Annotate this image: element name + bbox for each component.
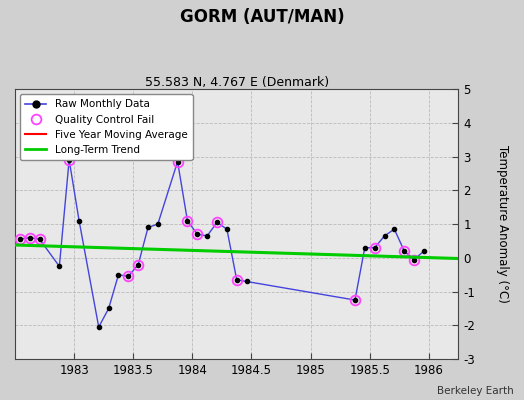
Text: Berkeley Earth: Berkeley Earth: [437, 386, 514, 396]
Legend: Raw Monthly Data, Quality Control Fail, Five Year Moving Average, Long-Term Tren: Raw Monthly Data, Quality Control Fail, …: [20, 94, 192, 160]
Title: 55.583 N, 4.767 E (Denmark): 55.583 N, 4.767 E (Denmark): [145, 76, 329, 89]
Y-axis label: Temperature Anomaly (°C): Temperature Anomaly (°C): [496, 145, 509, 303]
Text: GORM (AUT/MAN): GORM (AUT/MAN): [180, 8, 344, 26]
